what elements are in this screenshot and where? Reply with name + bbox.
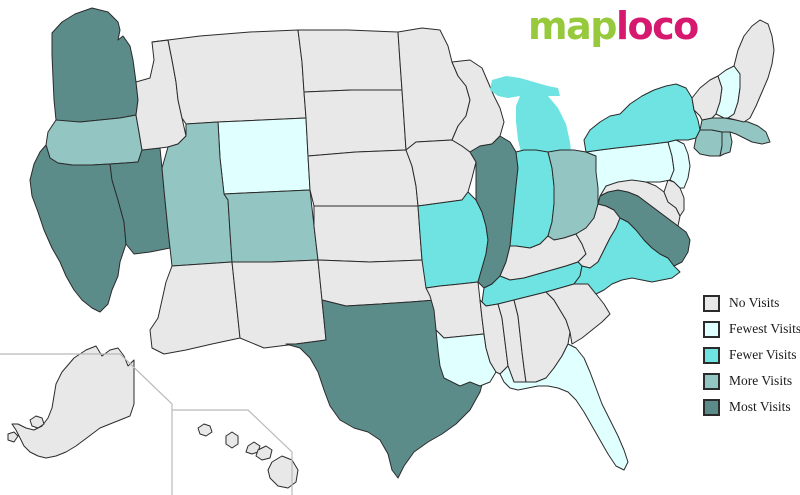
state-CO[interactable] [223, 189, 319, 263]
alaska-inset-border [0, 353, 173, 495]
legend-swatch-most-visits [703, 398, 720, 416]
legend-label-most-visits: Most Visits [729, 399, 791, 415]
state-LA[interactable] [435, 329, 497, 387]
logo-text-map: map [528, 4, 617, 48]
legend-item-no-visits[interactable]: No Visits [703, 290, 798, 316]
hawaii-inset-border [172, 409, 293, 495]
state-AK[interactable] [7, 345, 135, 459]
state-AZ[interactable] [149, 261, 241, 355]
legend-swatch-no-visits [703, 294, 720, 312]
state-CA[interactable] [29, 144, 127, 313]
legend-label-more-visits: More Visits [729, 373, 793, 389]
state-FL[interactable] [499, 343, 629, 471]
legend-swatch-fewest-visits [703, 320, 720, 338]
state-RI[interactable] [719, 131, 733, 157]
state-NY[interactable] [583, 83, 701, 153]
legend-swatch-more-visits [703, 372, 720, 390]
state-MA[interactable] [699, 117, 771, 145]
state-SD[interactable] [303, 89, 407, 157]
state-NJ[interactable] [667, 139, 691, 189]
state-ND[interactable] [297, 29, 403, 93]
state-WY[interactable] [217, 117, 311, 195]
legend-label-no-visits: No Visits [729, 295, 780, 311]
state-NM[interactable] [231, 259, 327, 349]
legend-item-most-visits[interactable]: Most Visits [703, 394, 798, 420]
states-layer [0, 7, 775, 495]
state-OK[interactable] [317, 259, 437, 307]
maploco-logo: map loco [528, 4, 699, 48]
logo-text-loco: loco [615, 4, 699, 48]
legend-item-fewest-visits[interactable]: Fewest Visits [703, 316, 800, 342]
state-MO[interactable] [417, 191, 489, 289]
state-HI[interactable] [197, 423, 299, 489]
state-KS[interactable] [313, 205, 423, 263]
legend-swatch-fewer-visits [703, 346, 720, 364]
legend-label-fewer-visits: Fewer Visits [729, 347, 797, 363]
state-OR[interactable] [45, 114, 143, 166]
state-CT[interactable] [693, 129, 723, 157]
state-ME[interactable] [727, 19, 775, 123]
state-NE[interactable] [307, 149, 419, 207]
map-legend: No Visits Fewest Visits Fewer Visits Mor… [703, 290, 800, 420]
state-WA[interactable] [51, 7, 139, 125]
legend-item-fewer-visits[interactable]: Fewer Visits [703, 342, 798, 368]
state-MI-up[interactable] [490, 76, 560, 98]
legend-label-fewest-visits: Fewest Visits [729, 321, 800, 337]
state-ID[interactable] [135, 39, 187, 151]
legend-item-more-visits[interactable]: More Visits [703, 368, 798, 394]
